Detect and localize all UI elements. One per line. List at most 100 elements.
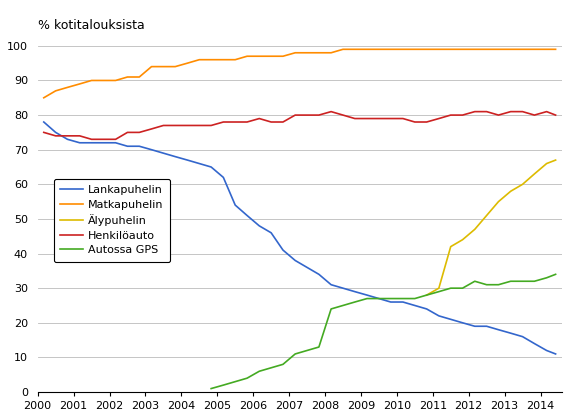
Autossa GPS (495, 282, 502, 287)
Lankapuhelin (531, 341, 538, 346)
Autossa GPS (376, 296, 382, 301)
Autossa GPS (352, 300, 358, 305)
Matkapuhelin (459, 47, 466, 52)
Matkapuhelin (447, 47, 454, 52)
Henkilöauto (352, 116, 358, 121)
Älypuhelin (495, 199, 502, 204)
Autossa GPS (256, 369, 263, 374)
Älypuhelin (435, 285, 442, 291)
Henkilöauto (88, 137, 95, 142)
Matkapuhelin (40, 95, 47, 100)
Henkilöauto (244, 120, 250, 125)
Matkapuhelin (315, 50, 322, 55)
Matkapuhelin (376, 47, 382, 52)
Älypuhelin (459, 237, 466, 242)
Henkilöauto (100, 137, 107, 142)
Line: Älypuhelin: Älypuhelin (427, 160, 555, 295)
Lankapuhelin (435, 314, 442, 319)
Autossa GPS (531, 279, 538, 284)
Autossa GPS (267, 365, 274, 370)
Henkilöauto (328, 109, 335, 114)
Lankapuhelin (208, 165, 215, 170)
Autossa GPS (447, 285, 454, 291)
Lankapuhelin (148, 147, 155, 152)
Henkilöauto (160, 123, 167, 128)
Lankapuhelin (315, 272, 322, 277)
Matkapuhelin (64, 85, 71, 90)
Lankapuhelin (411, 303, 418, 308)
Text: % kotitalouksista: % kotitalouksista (38, 19, 145, 32)
Henkilöauto (112, 137, 119, 142)
Matkapuhelin (483, 47, 490, 52)
Henkilöauto (531, 112, 538, 117)
Älypuhelin (483, 213, 490, 218)
Lankapuhelin (376, 296, 382, 301)
Henkilöauto (364, 116, 370, 121)
Legend: Lankapuhelin, Matkapuhelin, Älypuhelin, Henkilöauto, Autossa GPS: Lankapuhelin, Matkapuhelin, Älypuhelin, … (53, 178, 170, 262)
Autossa GPS (459, 285, 466, 291)
Lankapuhelin (220, 175, 227, 180)
Henkilöauto (196, 123, 203, 128)
Henkilöauto (124, 130, 131, 135)
Lankapuhelin (172, 154, 179, 159)
Henkilöauto (483, 109, 490, 114)
Autossa GPS (208, 386, 215, 391)
Lankapuhelin (88, 140, 95, 145)
Lankapuhelin (64, 137, 71, 142)
Henkilöauto (64, 133, 71, 138)
Lankapuhelin (256, 223, 263, 228)
Matkapuhelin (124, 74, 131, 79)
Matkapuhelin (519, 47, 526, 52)
Henkilöauto (387, 116, 394, 121)
Henkilöauto (208, 123, 215, 128)
Lankapuhelin (184, 158, 191, 163)
Autossa GPS (364, 296, 370, 301)
Matkapuhelin (531, 47, 538, 52)
Lankapuhelin (495, 327, 502, 332)
Lankapuhelin (160, 150, 167, 155)
Henkilöauto (267, 120, 274, 125)
Henkilöauto (340, 112, 347, 117)
Matkapuhelin (399, 47, 406, 52)
Lankapuhelin (471, 324, 478, 329)
Lankapuhelin (447, 317, 454, 322)
Henkilöauto (76, 133, 83, 138)
Matkapuhelin (208, 57, 215, 62)
Matkapuhelin (220, 57, 227, 62)
Lankapuhelin (552, 352, 559, 357)
Lankapuhelin (267, 230, 274, 235)
Lankapuhelin (40, 120, 47, 125)
Autossa GPS (328, 306, 335, 311)
Henkilöauto (411, 120, 418, 125)
Autossa GPS (315, 344, 322, 349)
Autossa GPS (423, 293, 430, 298)
Henkilöauto (552, 112, 559, 117)
Henkilöauto (399, 116, 406, 121)
Matkapuhelin (172, 64, 179, 69)
Lankapuhelin (387, 300, 394, 305)
Lankapuhelin (196, 161, 203, 166)
Henkilöauto (256, 116, 263, 121)
Älypuhelin (519, 182, 526, 187)
Älypuhelin (508, 189, 514, 194)
Matkapuhelin (352, 47, 358, 52)
Matkapuhelin (508, 47, 514, 52)
Autossa GPS (411, 296, 418, 301)
Henkilöauto (40, 130, 47, 135)
Älypuhelin (531, 171, 538, 176)
Henkilöauto (148, 126, 155, 131)
Line: Matkapuhelin: Matkapuhelin (44, 49, 555, 98)
Henkilöauto (52, 133, 59, 138)
Matkapuhelin (256, 54, 263, 59)
Matkapuhelin (471, 47, 478, 52)
Henkilöauto (435, 116, 442, 121)
Matkapuhelin (292, 50, 299, 55)
Älypuhelin (447, 244, 454, 249)
Autossa GPS (244, 376, 250, 381)
Matkapuhelin (88, 78, 95, 83)
Matkapuhelin (328, 50, 335, 55)
Matkapuhelin (136, 74, 143, 79)
Matkapuhelin (340, 47, 347, 52)
Matkapuhelin (52, 88, 59, 93)
Henkilöauto (508, 109, 514, 114)
